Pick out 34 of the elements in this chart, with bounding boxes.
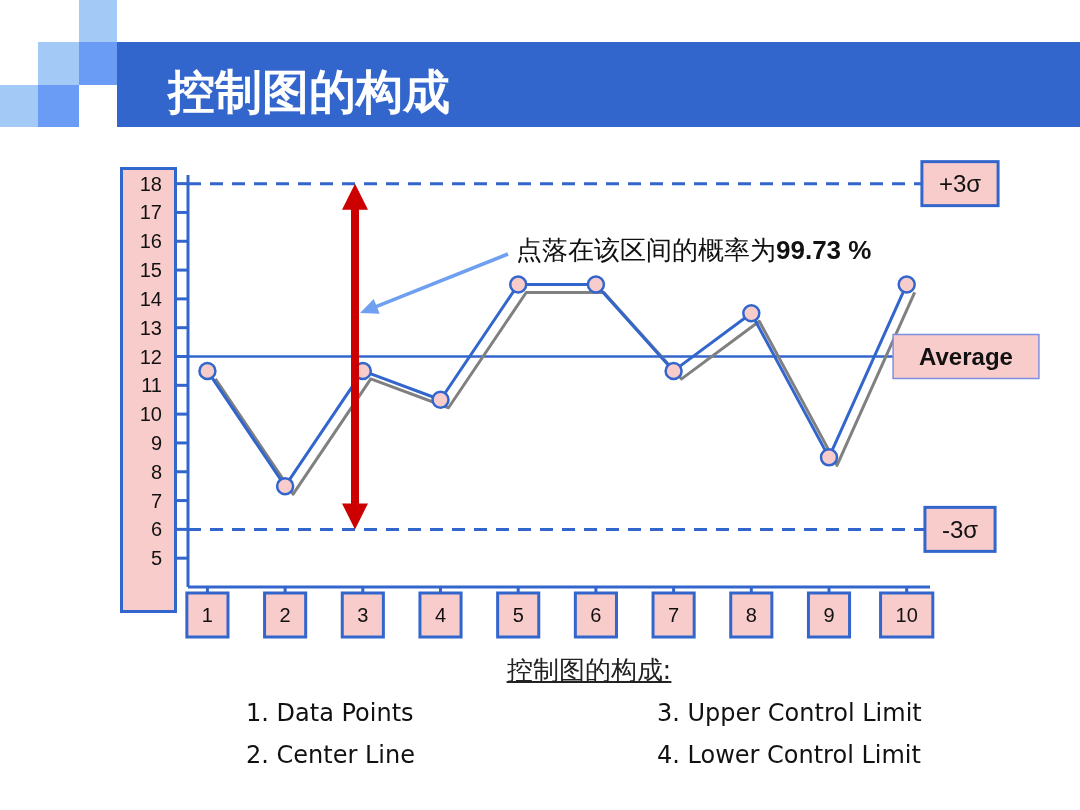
ref-line-label: -3σ [941, 515, 979, 543]
x-tick-label: 5 [512, 604, 524, 626]
x-tick-label: 4 [434, 604, 447, 626]
y-tick-label: 16 [139, 230, 162, 253]
y-tick-label: 9 [150, 431, 162, 454]
y-tick-label: 5 [150, 547, 162, 570]
text: 1. Data Points [246, 698, 414, 729]
x-tick-label: 8 [745, 604, 757, 626]
x-tick-label: 2 [279, 604, 291, 626]
text: 2. Center Line [246, 740, 415, 771]
text: 3. Upper Control Limit [657, 698, 922, 729]
y-tick-label: 10 [139, 403, 162, 426]
x-tick-label: 1 [201, 604, 213, 626]
y-tick-label: 6 [150, 518, 162, 541]
y-tick-label: 17 [139, 201, 162, 224]
x-tick-label: 7 [668, 604, 680, 626]
chart-title: 控制图的构成 [168, 63, 450, 121]
y-tick-label: 11 [141, 374, 162, 397]
y-tick-label: 7 [150, 489, 162, 512]
y-tick-label: 8 [150, 460, 162, 483]
x-tick-label: 6 [590, 604, 602, 626]
ref-line-label: Average [919, 343, 1013, 371]
y-tick-label: 15 [139, 259, 162, 282]
text: 控制图的构成: [506, 655, 672, 685]
x-tick-label: 3 [357, 604, 369, 626]
y-tick-label: 18 [139, 172, 162, 195]
annotation: 点落在该区间的概率为99.73 % [516, 235, 872, 265]
y-tick-label: 12 [139, 345, 162, 368]
x-tick-label: 9 [823, 604, 835, 626]
y-tick-label: 13 [139, 316, 162, 339]
y-tick-label: 14 [139, 287, 162, 310]
text: 4. Lower Control Limit [657, 740, 921, 771]
ref-line-label: +3σ [938, 170, 982, 198]
x-tick-label: 10 [895, 604, 918, 626]
